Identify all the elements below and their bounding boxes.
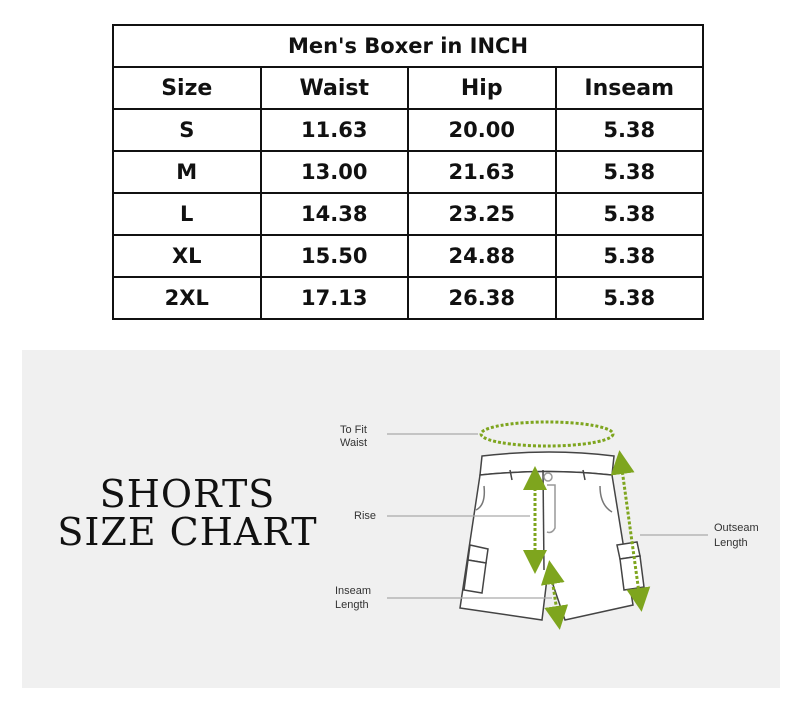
cell: 14.38: [259, 192, 409, 236]
table-title: Men's Boxer in INCH: [112, 24, 704, 68]
size-chart-panel: [22, 350, 780, 688]
column-header: Waist: [259, 66, 409, 110]
cell: 2XL: [112, 276, 262, 320]
size-chart-heading: SHORTS SIZE CHART: [50, 475, 325, 551]
inseam-arrow: [540, 560, 569, 630]
table-row: 2XL 17.13 26.38 5.38: [112, 276, 704, 320]
column-header: Inseam: [554, 66, 704, 110]
table-row: S 11.63 20.00 5.38: [112, 108, 704, 152]
cell: 13.00: [259, 150, 409, 194]
cell: 24.88: [407, 234, 557, 278]
leader-lines: [387, 433, 708, 599]
column-header: Hip: [407, 66, 557, 110]
label-inseam: Length: [335, 599, 369, 611]
cell: 21.63: [407, 150, 557, 194]
label-outseam: Outseam: [714, 522, 759, 534]
cell: S: [112, 108, 262, 152]
cell: 17.13: [259, 276, 409, 320]
cell: 11.63: [259, 108, 409, 152]
cell: 5.38: [554, 192, 704, 236]
size-table: Men's Boxer in INCH Size Waist Hip Insea…: [112, 24, 704, 320]
cell: 5.38: [554, 108, 704, 152]
waist-measure: [479, 420, 615, 448]
cell: 5.38: [554, 276, 704, 320]
table-row: M 13.00 21.63 5.38: [112, 150, 704, 194]
cell: 20.00: [407, 108, 557, 152]
heading-line-1: SHORTS: [99, 472, 276, 516]
table-row: L 14.38 23.25 5.38: [112, 192, 704, 236]
measurement-lines: [479, 420, 651, 630]
table-header-row: Size Waist Hip Inseam: [112, 66, 704, 110]
cell: 15.50: [259, 234, 409, 278]
cell: 26.38: [407, 276, 557, 320]
table-row: XL 15.50 24.88 5.38: [112, 234, 704, 278]
cell: XL: [112, 234, 262, 278]
label-waist: To Fit: [340, 424, 367, 436]
outseam-arrow: [610, 450, 651, 612]
cell: 5.38: [554, 234, 704, 278]
cell: L: [112, 192, 262, 236]
cell: M: [112, 150, 262, 194]
label-inseam: Inseam: [335, 585, 371, 597]
heading-line-2: SIZE CHART: [57, 510, 318, 554]
label-waist: Waist: [340, 437, 367, 449]
column-header: Size: [112, 66, 262, 110]
shorts-illustration: [459, 451, 645, 621]
cell: 5.38: [554, 150, 704, 194]
label-outseam: Length: [714, 537, 748, 549]
label-rise: Rise: [354, 510, 376, 522]
cell: 23.25: [407, 192, 557, 236]
